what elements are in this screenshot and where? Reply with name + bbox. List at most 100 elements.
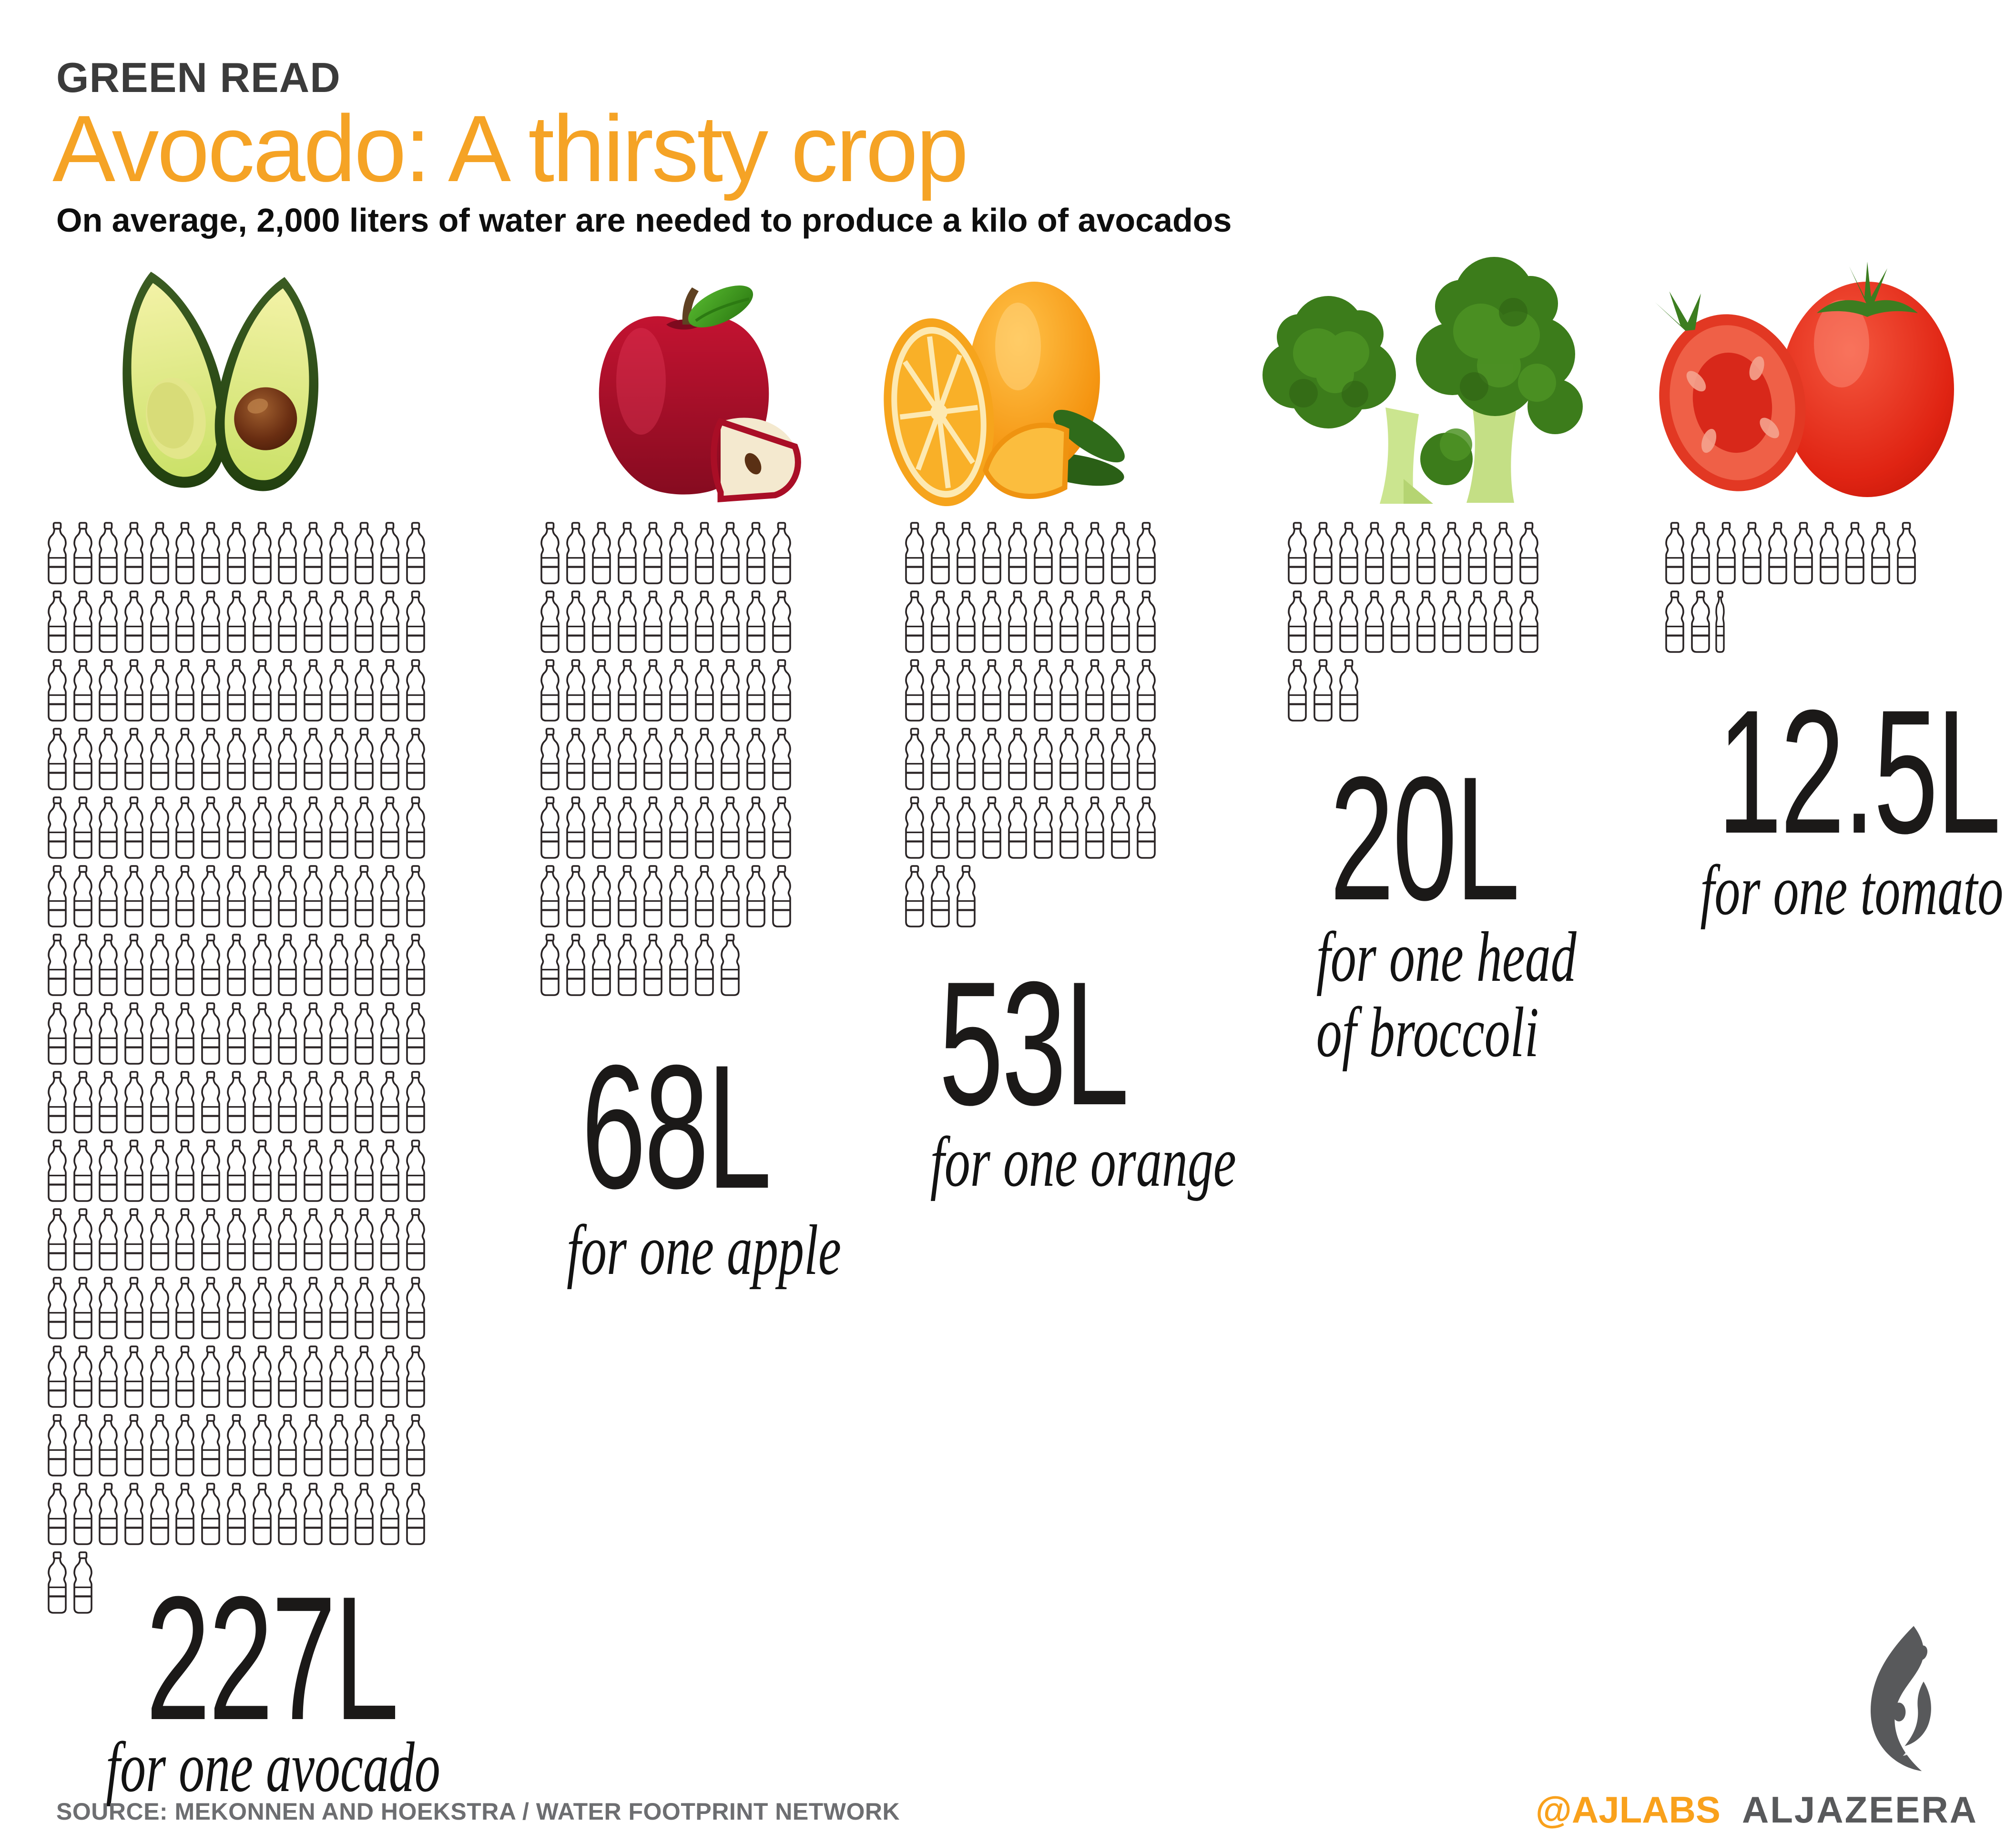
water-bottle-icon [327, 591, 350, 654]
water-bottle-icon [353, 1002, 376, 1066]
water-bottle-icon [148, 522, 171, 585]
water-bottle-icon [46, 1483, 69, 1546]
water-bottle-icon [929, 591, 952, 654]
orange-caption: for one orange [930, 1124, 1236, 1200]
water-bottle-icon [71, 659, 94, 723]
water-bottle-icon [71, 1414, 94, 1477]
bottle-row [1286, 659, 1540, 723]
water-bottle-icon [770, 659, 793, 723]
water-bottle-icon [539, 522, 561, 585]
water-bottle-icon [980, 796, 1003, 860]
water-bottle-icon [302, 1414, 325, 1477]
water-bottle-icon [1083, 659, 1106, 723]
water-bottle-icon [590, 591, 613, 654]
water-bottle-icon [1517, 591, 1540, 654]
water-bottle-icon [1032, 659, 1055, 723]
water-bottle-icon [1058, 796, 1080, 860]
water-bottle-icon [1517, 522, 1540, 585]
aljazeera-wordmark: ALJAZEERA [1741, 1789, 1978, 1831]
water-bottle-icon [327, 934, 350, 997]
water-bottle-icon [693, 796, 716, 860]
water-bottle-icon [404, 1483, 427, 1546]
water-bottle-icon [693, 865, 716, 928]
water-bottle-icon [122, 796, 145, 860]
water-bottle-icon [616, 796, 639, 860]
water-bottle-icon [225, 1414, 248, 1477]
water-bottle-icon [97, 796, 120, 860]
avocado-image [122, 272, 319, 491]
water-bottle-icon [1109, 659, 1132, 723]
broccoli-caption: for one head of broccoli [1316, 917, 1577, 1070]
water-bottle-icon [1466, 522, 1489, 585]
water-bottle-icon [173, 1140, 196, 1203]
water-bottle-icon [199, 1071, 222, 1134]
water-bottle-icon [97, 591, 120, 654]
water-bottle-icon [404, 591, 427, 654]
water-bottle-icon [641, 865, 664, 928]
bottle-row [539, 728, 793, 791]
water-bottle-icon [1135, 728, 1158, 791]
water-bottle-icon [1032, 796, 1055, 860]
water-bottle-icon [148, 1483, 171, 1546]
water-bottle-icon [122, 934, 145, 997]
water-bottle-icon [693, 934, 716, 997]
water-bottle-icon [1135, 591, 1158, 654]
kicker: GREEN READ [56, 54, 341, 101]
water-bottle-icon [327, 1071, 350, 1134]
water-bottle-icon [122, 659, 145, 723]
tomato-photo [1644, 260, 1964, 500]
water-bottle-icon [404, 728, 427, 791]
water-bottle-icon [641, 591, 664, 654]
water-bottle-icon [929, 728, 952, 791]
water-bottle-icon [667, 934, 690, 997]
water-bottle-icon [46, 1208, 69, 1272]
caption-line: for one head [1316, 917, 1577, 997]
water-bottle-icon [302, 1208, 325, 1272]
water-bottle-icon [1109, 728, 1132, 791]
water-bottle-icon [251, 659, 274, 723]
water-bottle-icon [122, 1208, 145, 1272]
water-bottle-icon [97, 1002, 120, 1066]
water-bottle-icon [225, 1208, 248, 1272]
water-bottle-icon [929, 522, 952, 585]
bottle-row [903, 522, 1158, 585]
water-bottle-icon [1337, 591, 1360, 654]
water-bottle-icon [719, 934, 742, 997]
water-bottle-icon [97, 865, 120, 928]
caption-line: for one tomato [1700, 851, 2004, 930]
water-bottle-icon [1109, 591, 1132, 654]
water-bottle-icon [1006, 796, 1029, 860]
water-bottle-icon [903, 522, 926, 585]
water-bottle-icon [719, 522, 742, 585]
water-bottle-icon [46, 796, 69, 860]
water-bottle-icon [1032, 728, 1055, 791]
bottle-row [1663, 591, 1918, 654]
water-bottle-icon [276, 1140, 299, 1203]
water-bottle-icon [980, 728, 1003, 791]
water-bottle-icon [46, 1414, 69, 1477]
water-bottle-icon [744, 728, 767, 791]
water-bottle-icon [71, 1208, 94, 1272]
water-bottle-icon [404, 1071, 427, 1134]
water-bottle-icon [173, 1208, 196, 1272]
bottle-row [46, 796, 427, 860]
water-bottle-icon [539, 934, 561, 997]
water-bottle-icon [1083, 728, 1106, 791]
water-bottle-icon [46, 591, 69, 654]
water-bottle-icon [539, 728, 561, 791]
water-bottle-icon [122, 522, 145, 585]
water-bottle-icon [199, 1277, 222, 1340]
water-bottle-icon [590, 728, 613, 791]
water-bottle-icon [97, 934, 120, 997]
water-bottle-icon [225, 659, 248, 723]
water-bottle-icon [353, 1483, 376, 1546]
page-title: Avocado: A thirsty crop [52, 96, 968, 201]
water-bottle-icon [71, 1277, 94, 1340]
water-bottle-icon [302, 591, 325, 654]
water-bottle-icon [378, 934, 401, 997]
water-bottle-icon [46, 1140, 69, 1203]
water-bottle-icon [719, 728, 742, 791]
water-bottle-icon [199, 591, 222, 654]
water-bottle-icon [122, 1483, 145, 1546]
water-bottle-icon [251, 522, 274, 585]
